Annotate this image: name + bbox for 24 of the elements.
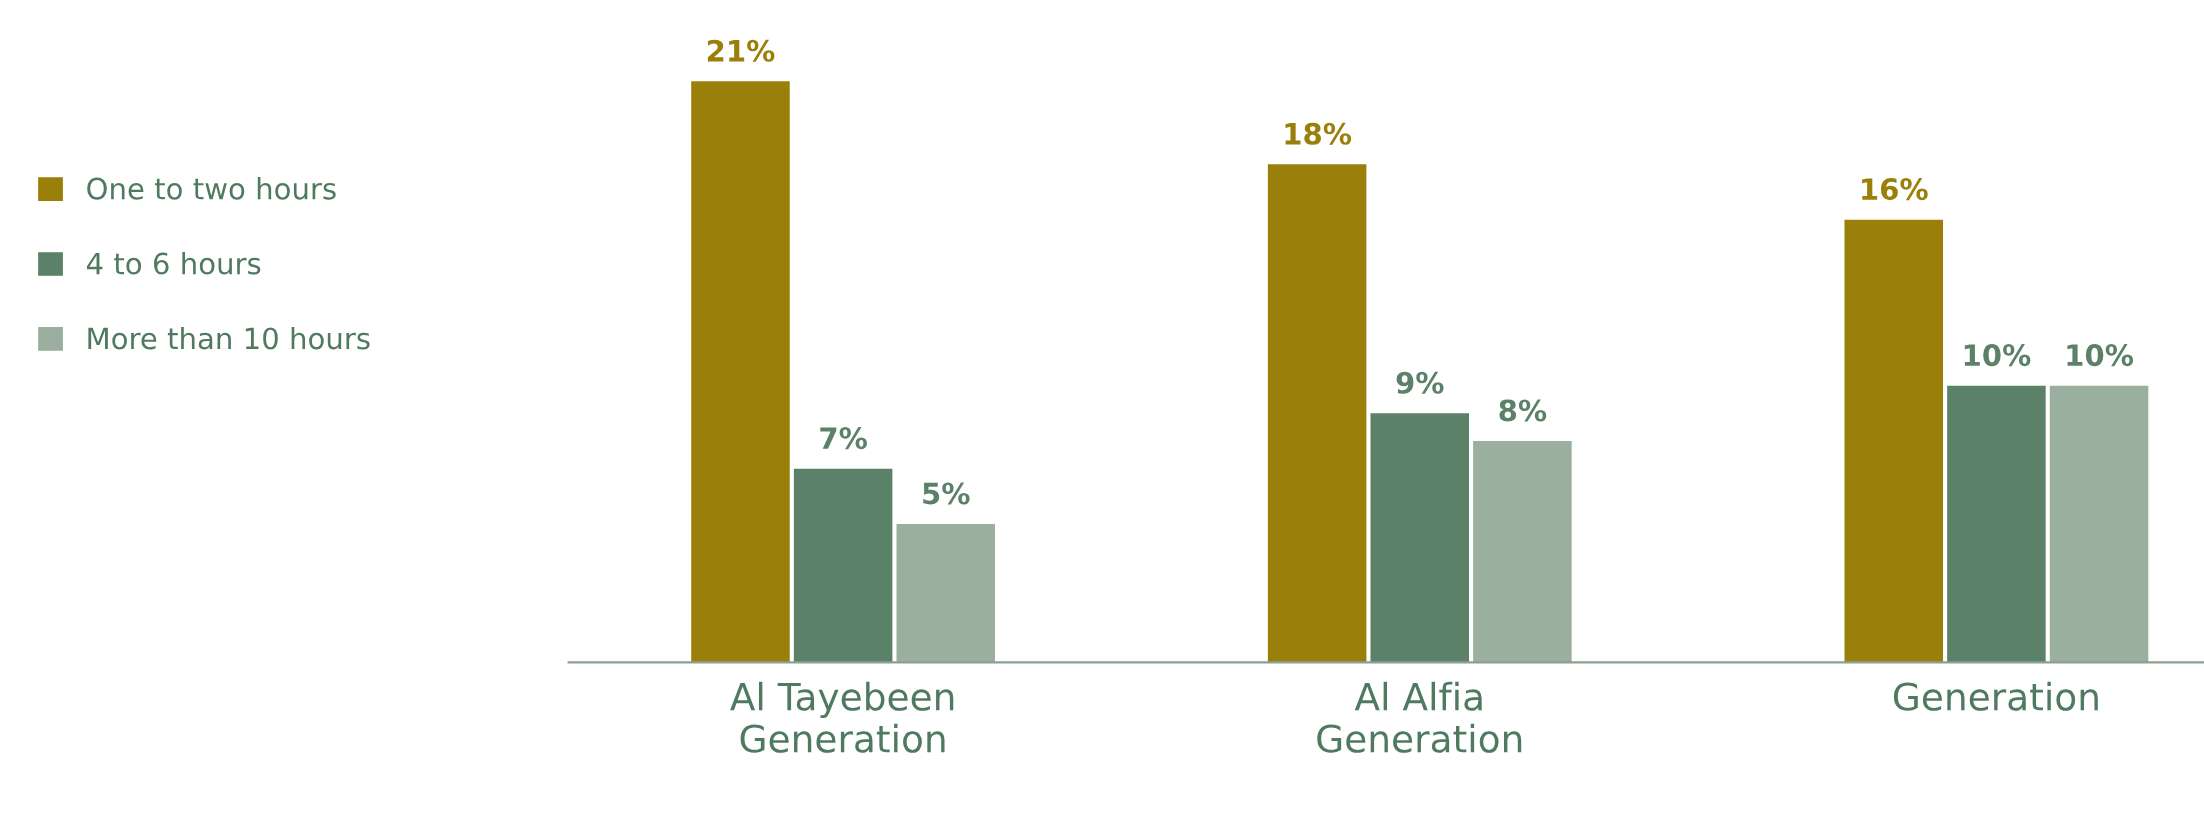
data-label: 8% — [1499, 399, 1547, 422]
x-tick-label: Al Alfia Generation — [1317, 681, 1522, 753]
bar — [1844, 219, 1944, 663]
legend-label: More than 10 hours — [88, 326, 370, 350]
bar — [1947, 385, 2046, 663]
data-label: 9% — [1396, 371, 1444, 394]
bar — [1267, 164, 1367, 663]
x-tick-label: Generation — [1893, 681, 2098, 711]
bar — [896, 524, 996, 663]
legend-label: 4 to 6 hours — [86, 251, 261, 275]
data-label: 7% — [820, 427, 867, 450]
bar — [2049, 385, 2149, 663]
data-label: 16% — [1862, 178, 1928, 201]
data-label: 10% — [1964, 344, 2031, 367]
data-label: 5% — [923, 482, 970, 505]
data-label: 18% — [1285, 122, 1352, 145]
data-label: 10% — [2067, 344, 2134, 367]
bar — [1473, 441, 1572, 663]
x-tick-label: Al Tayebeen Generation — [730, 681, 954, 753]
bar — [793, 468, 893, 663]
bar — [1370, 413, 1470, 663]
data-label: 21% — [707, 39, 775, 62]
legend-label: One to two hours — [87, 177, 336, 200]
bar — [691, 81, 790, 663]
